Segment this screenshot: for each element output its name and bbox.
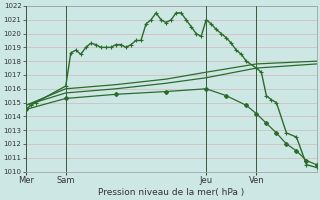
X-axis label: Pression niveau de la mer( hPa ): Pression niveau de la mer( hPa ) — [98, 188, 244, 197]
